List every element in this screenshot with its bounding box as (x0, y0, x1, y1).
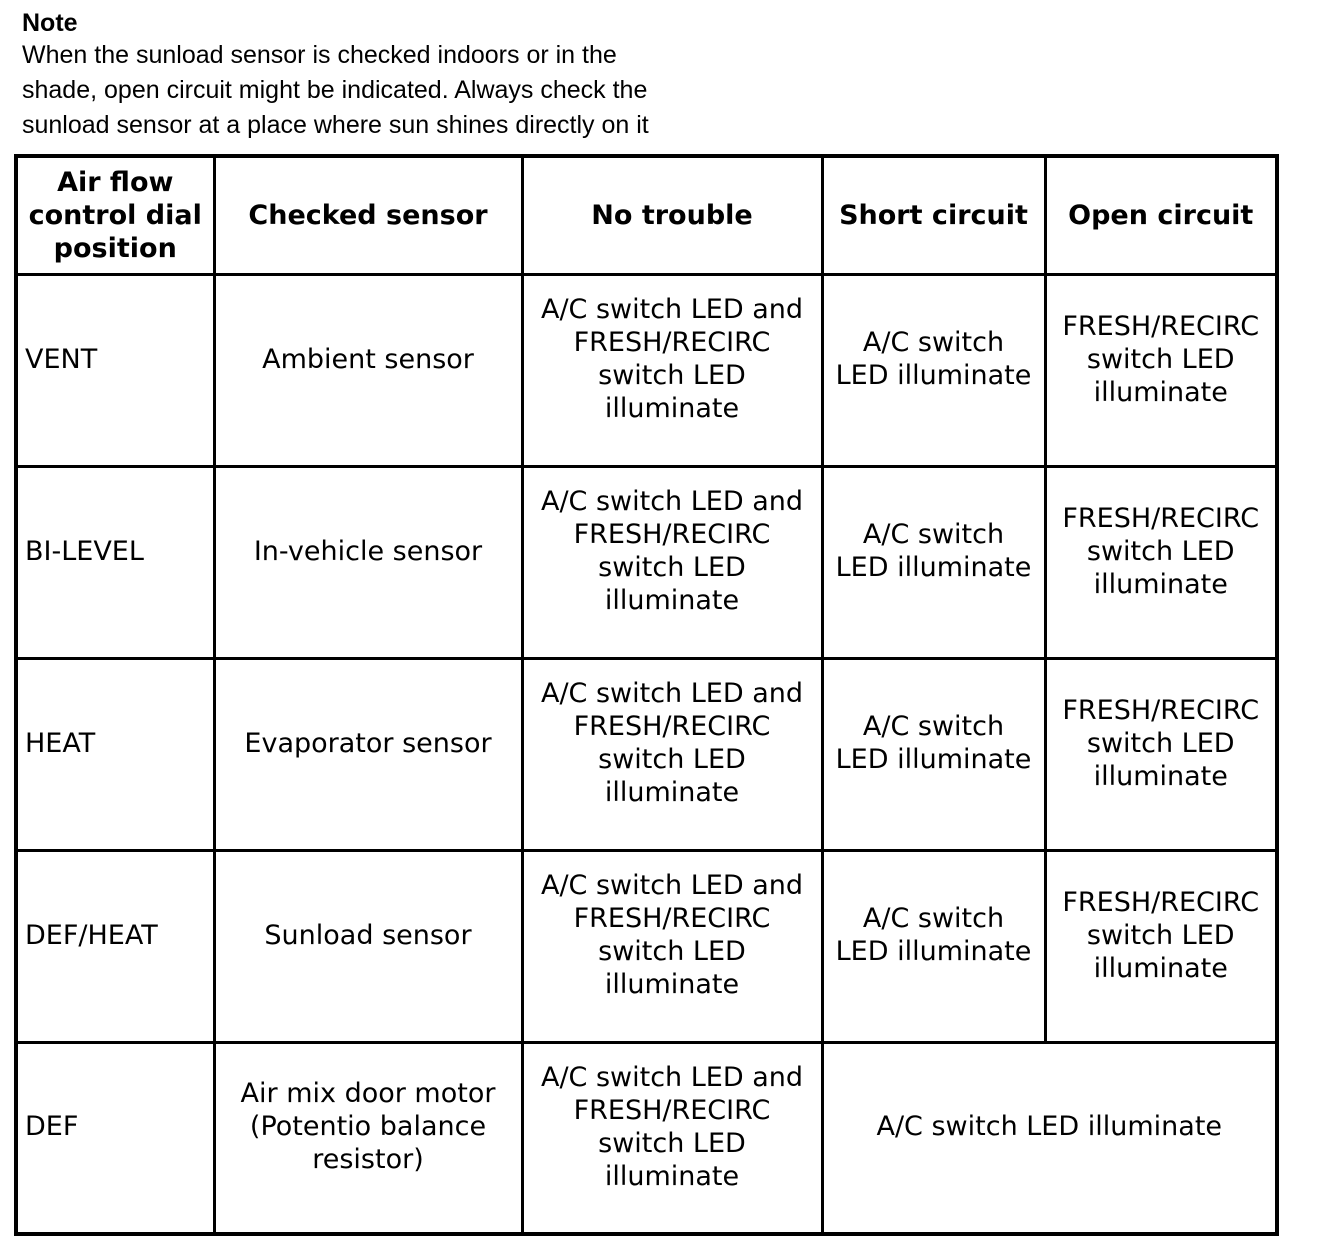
dial-position-cell: DEF/HEAT (14, 848, 216, 1044)
note-heading: Note (22, 9, 78, 37)
header-row: Air flow control dial position Checked s… (14, 154, 1279, 276)
short-circuit-cell: A/C switch LED illuminate (820, 464, 1047, 660)
dial-position-cell: BI-LEVEL (14, 464, 216, 660)
table-row-heat: HEAT Evaporator sensor A/C switch LED an… (14, 656, 1279, 852)
col-header-dial-position: Air flow control dial position (14, 154, 216, 276)
table-row-def: DEF Air mix door motor (Potentio balance… (14, 1040, 1279, 1236)
col-header-short-circuit: Short circuit (820, 154, 1047, 276)
open-circuit-cell: FRESH/RECIRC switch LED illuminate (1043, 656, 1279, 852)
open-circuit-cell: FRESH/RECIRC switch LED illuminate (1043, 272, 1279, 468)
checked-sensor-cell: In-vehicle sensor (212, 464, 524, 660)
no-trouble-cell: A/C switch LED and FRESH/RECIRC switch L… (520, 272, 824, 468)
open-circuit-cell: FRESH/RECIRC switch LED illuminate (1043, 464, 1279, 660)
note-block: Note When the sunload sensor is checked … (22, 8, 782, 143)
checked-sensor-cell: Sunload sensor (212, 848, 524, 1044)
dial-position-cell: DEF (14, 1040, 216, 1236)
col-header-open-circuit: Open circuit (1043, 154, 1279, 276)
open-circuit-cell: FRESH/RECIRC switch LED illuminate (1043, 848, 1279, 1044)
no-trouble-cell: A/C switch LED and FRESH/RECIRC switch L… (520, 464, 824, 660)
table-row-bi-level: BI-LEVEL In-vehicle sensor A/C switch LE… (14, 464, 1279, 660)
checked-sensor-cell: Air mix door motor (Potentio balance res… (212, 1040, 524, 1236)
no-trouble-cell: A/C switch LED and FRESH/RECIRC switch L… (520, 656, 824, 852)
checked-sensor-cell: Ambient sensor (212, 272, 524, 468)
col-header-checked-sensor: Checked sensor (212, 154, 524, 276)
no-trouble-cell: A/C switch LED and FRESH/RECIRC switch L… (520, 848, 824, 1044)
sensor-check-table: Air flow control dial position Checked s… (14, 154, 1279, 1236)
no-trouble-cell: A/C switch LED and FRESH/RECIRC switch L… (520, 1040, 824, 1236)
table-row-vent: VENT Ambient sensor A/C switch LED and F… (14, 272, 1279, 468)
note-body: When the sunload sensor is checked indoo… (22, 41, 649, 139)
dial-position-cell: HEAT (14, 656, 216, 852)
col-header-no-trouble: No trouble (520, 154, 824, 276)
short-circuit-cell: A/C switch LED illuminate (820, 272, 1047, 468)
short-circuit-cell: A/C switch LED illuminate (820, 848, 1047, 1044)
short-open-merged-cell: A/C switch LED illuminate (820, 1040, 1279, 1236)
dial-position-cell: VENT (14, 272, 216, 468)
checked-sensor-cell: Evaporator sensor (212, 656, 524, 852)
short-circuit-cell: A/C switch LED illuminate (820, 656, 1047, 852)
table-row-def-heat: DEF/HEAT Sunload sensor A/C switch LED a… (14, 848, 1279, 1044)
